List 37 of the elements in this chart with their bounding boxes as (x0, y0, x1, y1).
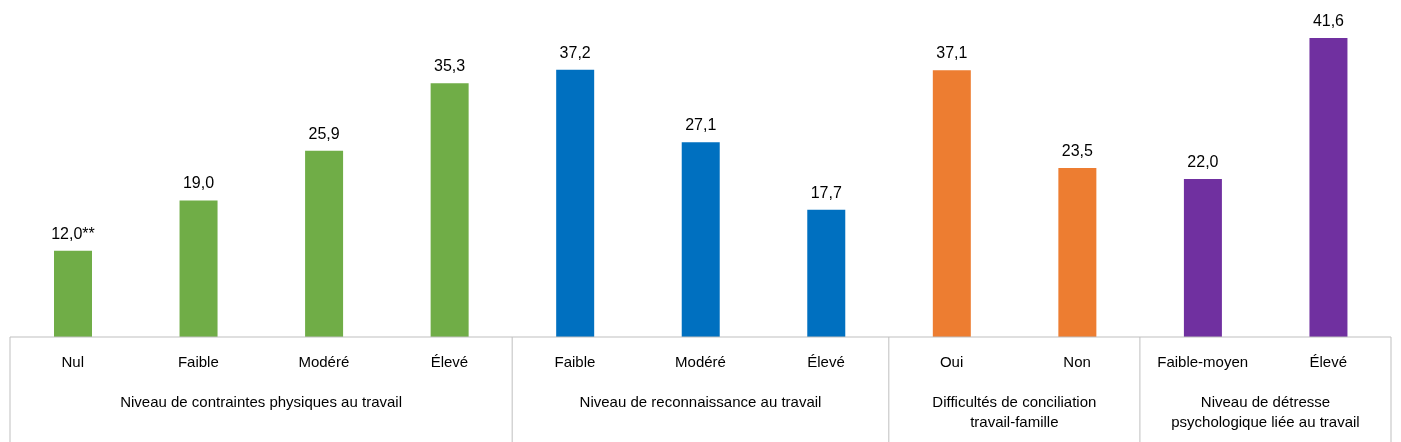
x-tick-label: Élevé (430, 353, 469, 370)
x-tick-label: Nul (61, 353, 85, 370)
bar (179, 200, 218, 337)
data-label: 12,0** (51, 224, 95, 242)
data-label: 37,1 (936, 44, 968, 62)
x-tick-label: Modéré (675, 353, 726, 370)
data-label: 22,0 (1187, 152, 1219, 170)
data-label: 23,5 (1061, 142, 1094, 160)
bar (430, 83, 469, 337)
x-tick-label: Faible-moyen (1157, 353, 1249, 370)
data-label: 25,9 (308, 124, 340, 142)
bar (932, 70, 971, 337)
x-tick-label: Modéré (298, 353, 350, 370)
bar (54, 250, 92, 337)
x-tick-label: Élevé (807, 353, 845, 370)
bar (1309, 38, 1348, 337)
x-tick-label: Élevé (1309, 353, 1347, 370)
data-label: 37,2 (559, 43, 591, 61)
bar (305, 150, 344, 337)
x-tick-label: Faible (177, 353, 219, 370)
bar (807, 209, 846, 337)
bar (556, 69, 595, 337)
text: Niveau de détresse psychologique liée au travail (1171, 393, 1360, 430)
data-label: 27,1 (685, 116, 717, 134)
bar (1058, 168, 1097, 337)
data-label: 19,0 (182, 174, 215, 192)
text: Niveau de reconnaissance au travail (579, 393, 822, 410)
bar (1183, 178, 1222, 337)
bar (681, 142, 720, 337)
text: Niveau de contraintes physiques au travail (120, 393, 403, 410)
data-label: 41,6 (1312, 12, 1345, 29)
data-label: 17,7 (810, 183, 842, 201)
data-label: 35,3 (434, 57, 466, 75)
text: Difficultés de conciliation travail-famille (932, 393, 1097, 430)
x-tick-label: Faible (554, 353, 596, 370)
x-tick-label: Oui (939, 353, 964, 370)
x-tick-label: Non (1063, 353, 1091, 370)
